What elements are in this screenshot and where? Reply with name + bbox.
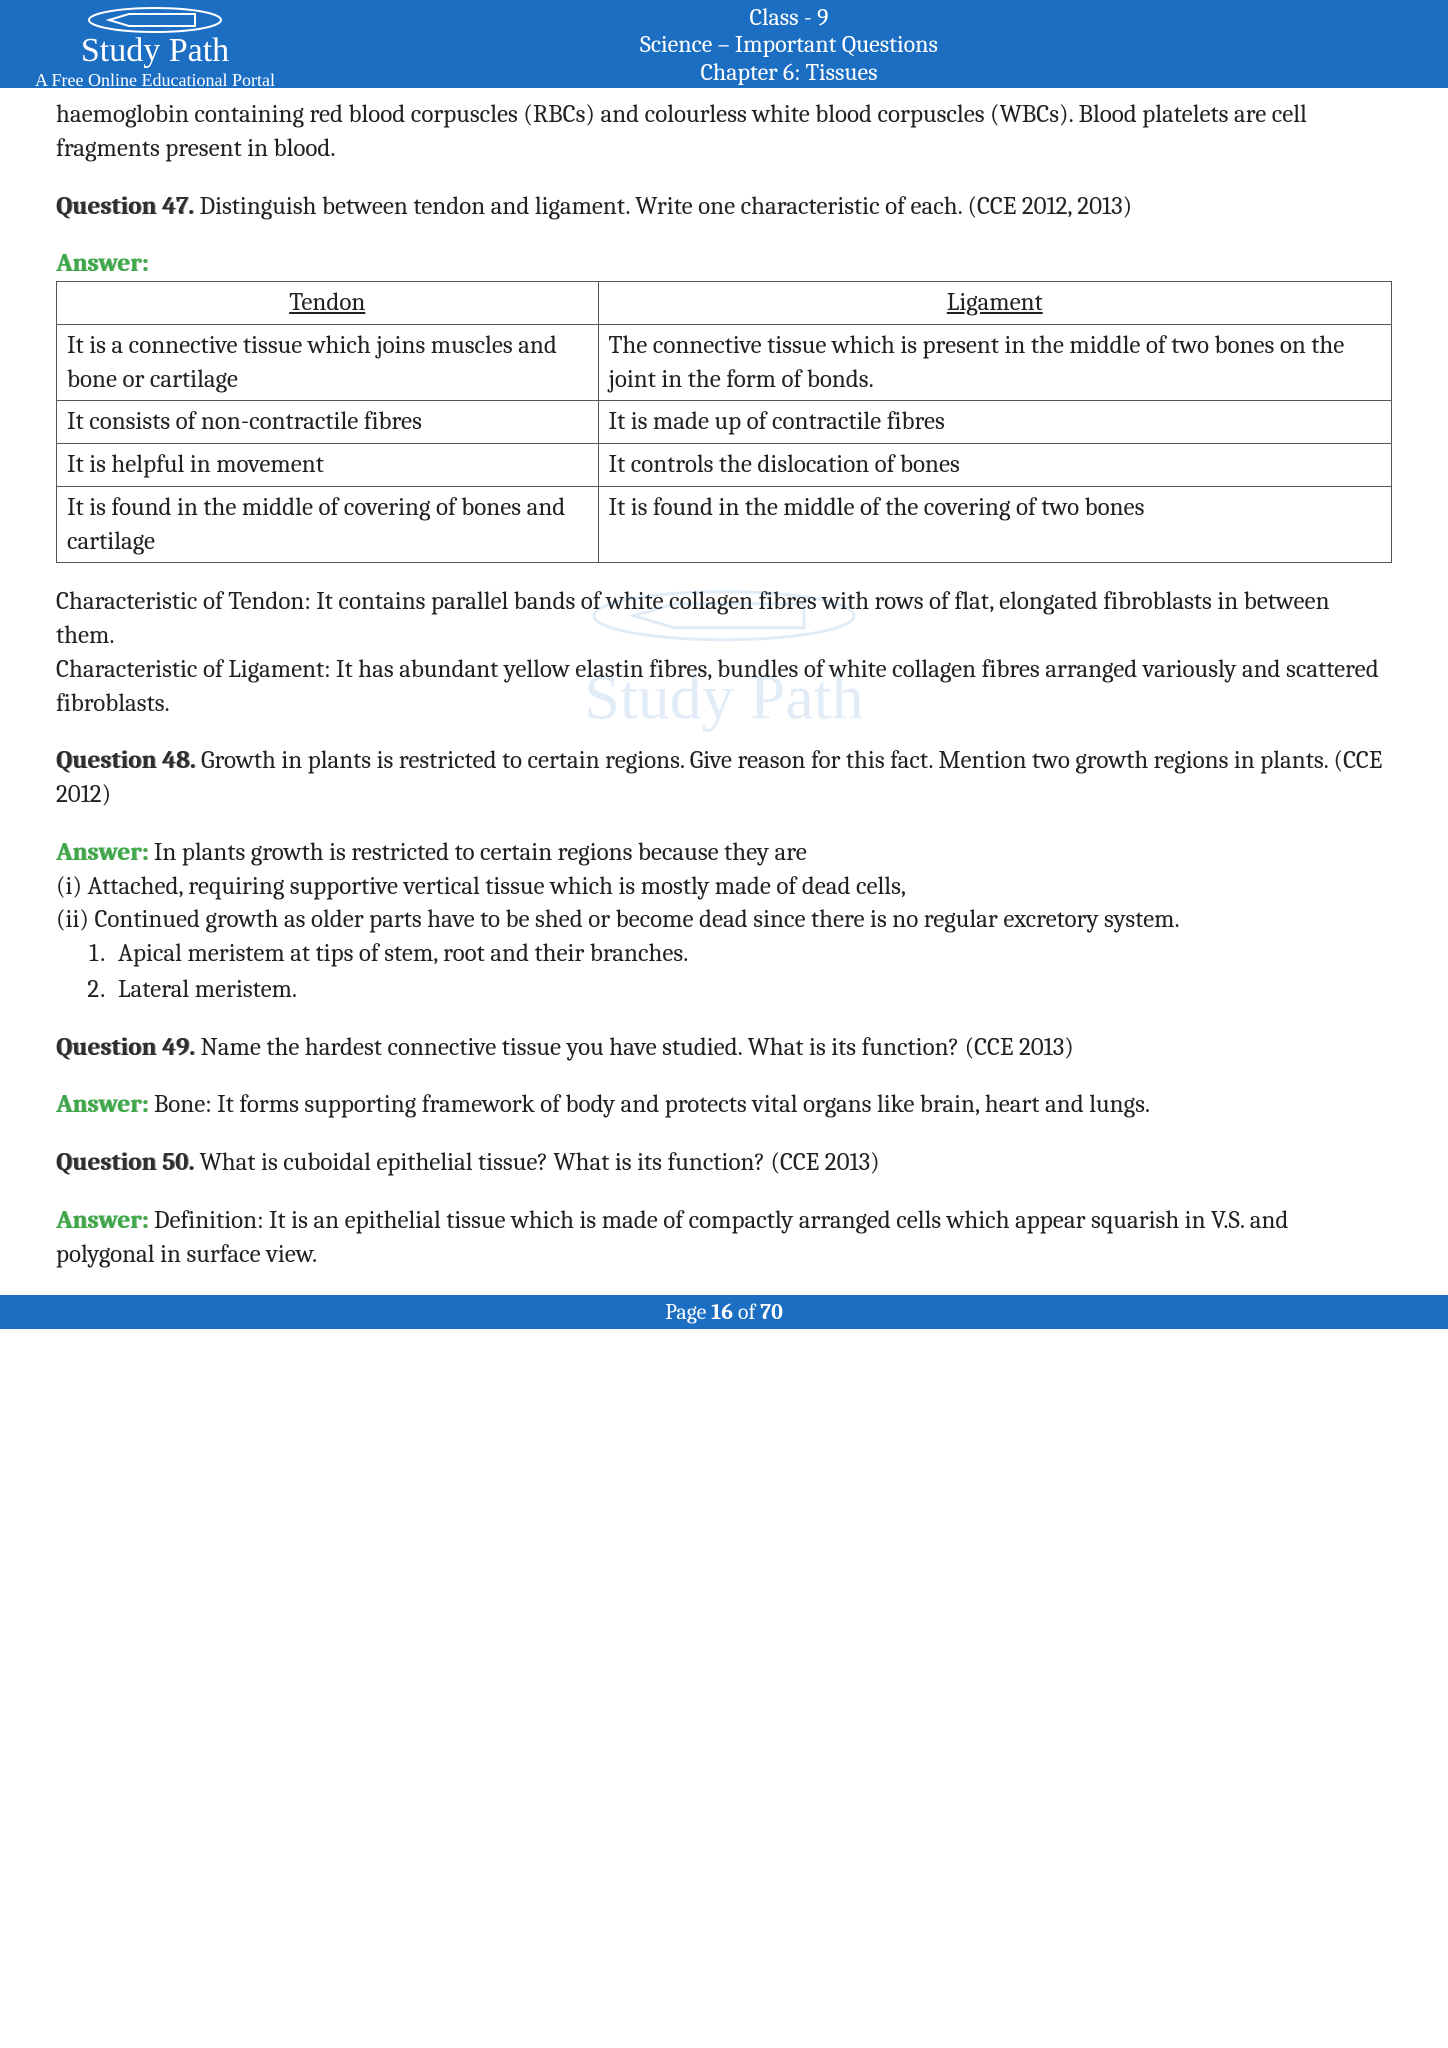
char-tendon: Characteristic of Tendon: It contains pa… [56,587,1330,650]
pencil-icon [85,0,225,34]
table-cell: It is found in the middle of covering of… [57,486,599,563]
question-label: Question 47. [56,192,194,221]
answer-ordered-list: Apical meristem at tips of stem, root an… [110,937,1392,1007]
table-row: It is helpful in movement It controls th… [57,444,1392,487]
question-47: Question 47. Distinguish between tendon … [56,190,1392,224]
answer-47: Answer: Tendon Ligament It is a connecti… [56,247,1392,563]
table-row: It is a connective tissue which joins mu… [57,324,1392,401]
char-ligament: Characteristic of Ligament: It has abund… [56,655,1379,718]
question-48: Question 48. Growth in plants is restric… [56,744,1392,812]
question-label: Question 50. [56,1148,194,1177]
footer-mid: of [733,1299,760,1325]
table-cell: It is a connective tissue which joins mu… [57,324,599,401]
answer-point-i: (i) Attached, requiring supportive verti… [56,872,906,901]
comparison-table: Tendon Ligament It is a connective tissu… [56,281,1392,563]
question-text: Name the hardest connective tissue you h… [195,1033,1074,1062]
logo-text: Study Path [81,34,229,68]
header-chapter: Chapter 6: Tissues [300,59,1278,87]
answer-text: Definition: It is an epithelial tissue w… [56,1206,1288,1269]
table-cell: It controls the dislocation of bones [598,444,1392,487]
answer-50: Answer: Definition: It is an epithelial … [56,1204,1392,1272]
footer-current-page: 16 [711,1299,733,1325]
question-text: What is cuboidal epithelial tissue? What… [194,1148,880,1177]
footer-total-pages: 70 [760,1299,783,1325]
table-cell: It is helpful in movement [57,444,599,487]
logo-block: Study Path A Free Online Educational Por… [10,0,300,91]
table-row: It is found in the middle of covering of… [57,486,1392,563]
table-row: It consists of non-contractile fibres It… [57,401,1392,444]
intro-paragraph: haemoglobin containing red blood corpusc… [56,98,1392,166]
table-header: Ligament [598,282,1392,325]
answer-text: Bone: It forms supporting framework of b… [148,1090,1150,1119]
table-header-row: Tendon Ligament [57,282,1392,325]
header-class: Class - 9 [300,4,1278,32]
characteristics-block: Characteristic of Tendon: It contains pa… [56,585,1392,720]
question-49: Question 49. Name the hardest connective… [56,1031,1392,1065]
answer-label: Answer: [56,249,148,278]
answer-48: Answer: In plants growth is restricted t… [56,836,1392,1007]
list-item: Apical meristem at tips of stem, root an… [110,937,1392,971]
answer-point-ii: (ii) Continued growth as older parts hav… [56,905,1180,934]
table-cell: It is made up of contractile fibres [598,401,1392,444]
table-cell: It is found in the middle of the coverin… [598,486,1392,563]
page-header: Study Path A Free Online Educational Por… [0,0,1448,88]
question-label: Question 48. [56,746,195,775]
footer-prefix: Page [665,1299,711,1325]
list-item: Lateral meristem. [110,973,1392,1007]
question-text: Growth in plants is restricted to certai… [56,746,1382,809]
page-content: Study Path haemoglobin containing red bl… [0,88,1448,1295]
answer-intro: In plants growth is restricted to certai… [148,838,806,867]
answer-label: Answer: [56,1090,148,1119]
table-cell: It consists of non-contractile fibres [57,401,599,444]
question-label: Question 49. [56,1033,195,1062]
table-cell: The connective tissue which is present i… [598,324,1392,401]
answer-49: Answer: Bone: It forms supporting framew… [56,1088,1392,1122]
question-text: Distinguish between tendon and ligament.… [194,192,1132,221]
table-header: Tendon [57,282,599,325]
header-titles: Class - 9 Science – Important Questions … [300,4,1438,87]
answer-label: Answer: [56,1206,148,1235]
page-footer: Page 16 of 70 [0,1295,1448,1329]
header-subject: Science – Important Questions [300,31,1278,59]
answer-label: Answer: [56,838,148,867]
question-50: Question 50. What is cuboidal epithelial… [56,1146,1392,1180]
